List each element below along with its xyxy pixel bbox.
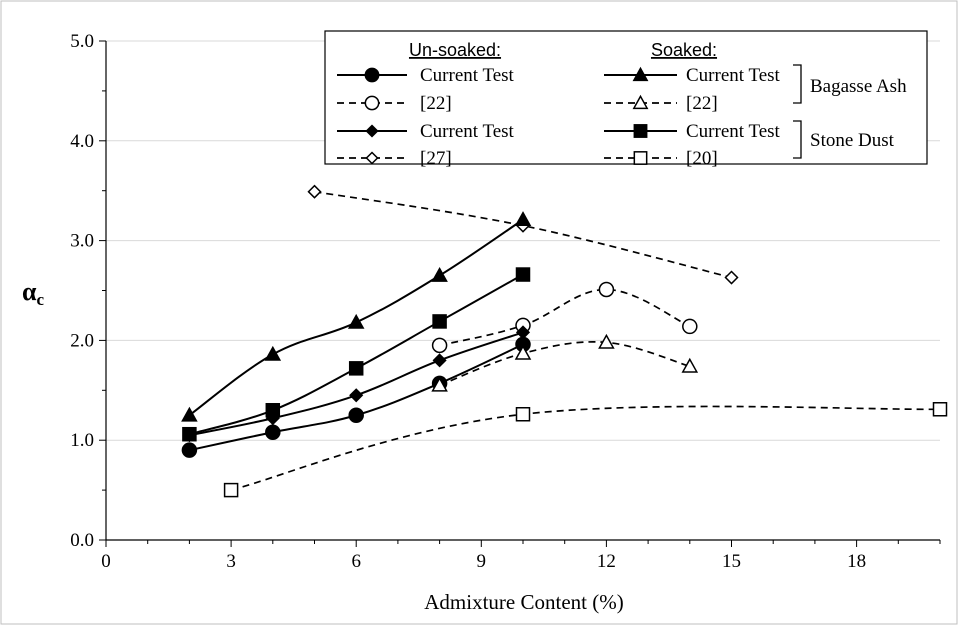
series-line (230, 405, 941, 491)
legend-marker (633, 151, 648, 165)
data-point (515, 267, 531, 282)
legend-label: [22] (420, 93, 452, 114)
data-point (265, 424, 281, 440)
data-point (348, 361, 364, 376)
legend-label: Current Test (686, 121, 781, 142)
series-layer (181, 184, 948, 498)
x-tick-label: 15 (722, 551, 741, 572)
data-point (932, 402, 948, 417)
tick-labels: 0 3 6 9 12 15 18 0.0 1.0 2.0 3.0 4.0 5.0 (70, 31, 866, 572)
legend: Un-soaked: Soaked: Current Test[22]Curre… (324, 30, 928, 169)
data-point (432, 353, 447, 368)
legend-entry: [22] (337, 93, 452, 114)
legend-label: Current Test (686, 65, 781, 86)
legend-marker (633, 124, 648, 138)
series-soaked-stone-dust-ref (223, 402, 948, 498)
x-tick-label: 9 (477, 551, 487, 572)
legend-entry: Current Test (337, 65, 515, 86)
legend-marker (364, 95, 380, 111)
legend-label: [22] (686, 93, 718, 114)
data-point (431, 266, 448, 282)
data-point (515, 325, 531, 340)
legend-bracket-stone (793, 120, 802, 159)
y-tick-label: 0.0 (70, 530, 94, 551)
legend-marker (632, 94, 649, 110)
series-line (314, 190, 732, 279)
data-point (347, 313, 365, 329)
y-tick-label: 3.0 (70, 231, 94, 252)
legend-bracket-bagasse (793, 64, 802, 104)
legend-entry: [27] (337, 148, 452, 169)
series-line (439, 288, 691, 347)
data-point (724, 270, 739, 285)
y-axis-label-main: α (22, 277, 37, 306)
x-tick-label: 3 (226, 551, 236, 572)
svg-text:αc: αc (22, 277, 45, 309)
x-axis-label: Admixture Content (%) (424, 590, 623, 614)
series-soaked-stone-dust-current (182, 267, 531, 442)
data-point (431, 376, 448, 392)
data-point (181, 442, 198, 458)
legend-label: Current Test (420, 121, 515, 142)
legend-group-bagasse-ash: Bagasse Ash (810, 76, 907, 97)
legend-header-unsoaked: Un-soaked: (409, 40, 501, 60)
y-tick-label: 1.0 (70, 430, 94, 451)
data-point (349, 388, 364, 403)
data-point (598, 281, 615, 298)
data-point (307, 184, 322, 199)
data-point (514, 344, 532, 360)
data-point (432, 314, 447, 329)
series-soaked-bagasse-ash-ref (431, 333, 699, 392)
legend-entries: Current Test [22] Current Test [27] Current … (337, 65, 781, 169)
legend-label: Current Test (420, 65, 515, 86)
y-tick-label: 5.0 (70, 31, 94, 52)
legend-marker (365, 151, 379, 165)
data-point (514, 211, 532, 226)
data-point (182, 426, 197, 442)
y-tick-label: 2.0 (70, 330, 94, 351)
data-point (181, 406, 198, 422)
data-point (348, 407, 364, 423)
axes (99, 40, 941, 547)
data-point (681, 357, 699, 373)
series-line (439, 341, 691, 387)
legend-marker (364, 67, 380, 83)
y-tick-label: 4.0 (70, 131, 94, 152)
x-tick-label: 12 (597, 551, 616, 572)
y-axis-label-sub: c (36, 290, 44, 309)
legend-marker (365, 124, 379, 138)
data-point (264, 345, 282, 361)
data-point (682, 318, 698, 335)
legend-marker (632, 66, 649, 82)
series-un-soaked-bagasse-ash-current (181, 336, 531, 458)
legend-label: [20] (686, 148, 718, 169)
legend-entry: [22] (604, 93, 718, 114)
legend-group-stone-dust: Stone Dust (810, 130, 895, 151)
legend-entry: Current Test (337, 121, 515, 142)
x-tick-label: 18 (847, 551, 866, 572)
x-tick-label: 0 (101, 551, 111, 572)
legend-header-soaked: Soaked: (651, 40, 717, 60)
legend-entry: Current Test (604, 121, 781, 142)
data-point (515, 407, 531, 422)
data-point (431, 337, 448, 354)
legend-entry: Current Test (604, 65, 781, 86)
legend-label: [27] (420, 148, 452, 169)
x-tick-label: 6 (351, 551, 361, 572)
data-point (598, 333, 615, 349)
legend-box (324, 30, 928, 165)
data-point (223, 482, 239, 498)
series-soaked-bagasse-ash-current (181, 211, 532, 422)
legend-entry: [20] (604, 148, 718, 169)
y-axis-label: αc (22, 277, 45, 309)
data-point (265, 403, 281, 418)
